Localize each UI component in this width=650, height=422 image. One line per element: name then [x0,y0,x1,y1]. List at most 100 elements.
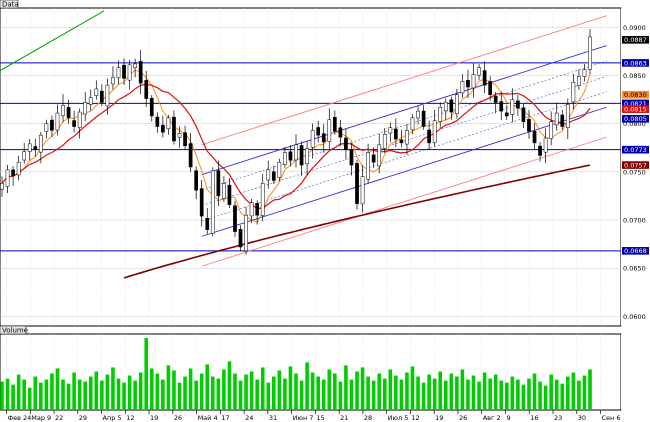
volume-bar [299,380,304,410]
volume-bar [16,374,21,410]
volume-bar [272,376,276,410]
trend-line [0,10,105,72]
volume-bar [399,379,404,410]
candle [393,128,398,140]
volume-bar [521,384,526,410]
candle [560,114,565,127]
price-box [622,59,649,67]
volume-bar [33,376,38,410]
horizontal-levels [0,10,621,252]
candle [349,149,354,166]
candle [410,117,415,131]
candle [66,107,71,119]
candle [482,70,487,86]
candle [332,116,337,132]
candle [443,102,448,112]
candle [249,202,254,217]
volume-bar [560,383,565,410]
volume-bar [277,370,282,410]
price-tick-label: 0.0750 [623,168,646,176]
volume-bar [105,374,110,410]
candle [88,97,93,105]
price-box [622,99,649,108]
volume-bar [427,374,431,410]
candle [571,81,576,103]
candle [183,132,187,147]
price-tick-label: 0.0850 [623,72,646,80]
candle [471,74,476,89]
candle [466,79,470,88]
volume-bar [310,372,315,410]
volume-bar [432,378,437,410]
channel-line [201,15,607,146]
candle [127,64,132,81]
volume-bar [482,372,487,410]
candle [382,133,387,149]
price-box-label: 0.0805 [624,115,647,123]
time-tick-label: 22 [55,414,63,422]
candle [277,161,282,178]
volume-bar [172,370,176,410]
candle [477,67,481,76]
candle [255,203,260,216]
volume-bar [238,380,243,410]
time-tick-label: Авг 2 [483,414,501,422]
time-tick-label: 31 [269,414,277,422]
volume-bar [355,371,359,410]
volume-bar [371,380,376,410]
volume-bar [466,379,470,410]
price-tick-label: 0.0600 [623,313,646,321]
price-tick-label: 0.0800 [623,120,646,128]
candle [155,116,160,127]
candle [316,127,321,136]
volume-bar [83,381,88,410]
candle [360,176,365,205]
candle [77,111,82,128]
volume-bar [327,369,332,410]
price-axis-ticks: 0.0900 0.0850 0.0800 0.0750 0.0700 0.0650 0.06… [623,24,646,321]
time-tick-label: Июн 7 [293,414,314,422]
channel-line [201,136,607,267]
volume-bar [516,379,520,410]
candle [194,170,199,191]
candle [161,124,165,133]
candle [588,36,592,70]
candle [516,100,520,109]
volume-bar [566,376,570,410]
candle [260,183,265,216]
volume-bar [321,379,326,410]
volume-bar [227,361,232,410]
volume-bar [316,376,320,410]
candle [305,148,309,165]
volume-bar [477,381,481,410]
volume-bar [138,372,143,410]
volume-bar [144,338,149,410]
channel-line [201,45,607,176]
volume-bar [205,364,210,410]
candle [327,119,332,142]
volume-bar [61,379,65,410]
candle [438,107,443,122]
price-tick-label: 0.0650 [623,265,646,273]
candle [122,64,126,79]
candle [344,137,348,150]
time-tick-label: Май 4 [198,414,218,422]
volume-bar [338,381,343,410]
candle [271,171,276,181]
candle [133,63,137,68]
time-tick-label: 19 [150,414,158,422]
volume-bar [166,365,171,410]
price-box-label: 0.0815 [624,106,647,114]
volume-bar [488,378,492,410]
volume-bar [510,376,515,410]
volume-bar [255,379,259,410]
candle [55,112,60,131]
volume-bar [532,373,537,410]
volume-bar [283,378,287,410]
candle [288,151,293,161]
candle [371,154,376,163]
volume-bar [55,368,60,410]
volume-label-box [0,325,27,335]
volume-bar [72,372,76,410]
volume-bar [538,381,542,410]
